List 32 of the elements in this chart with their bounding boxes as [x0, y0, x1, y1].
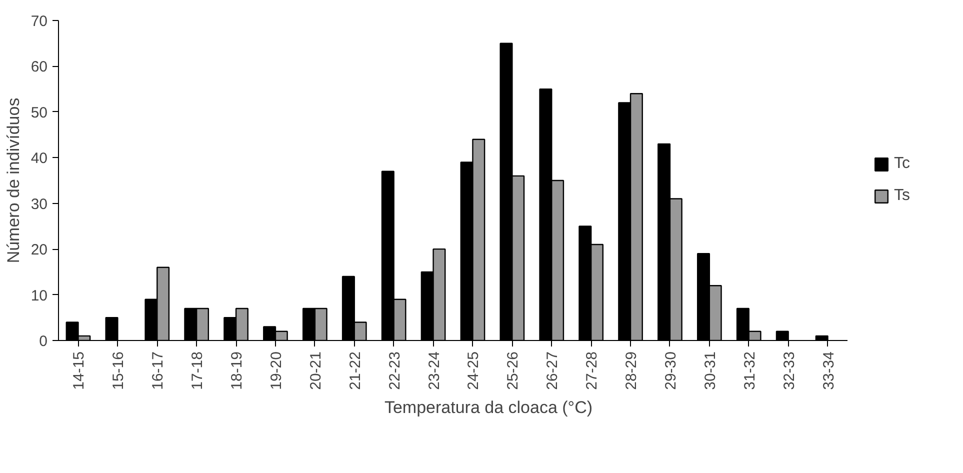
legend-label: Ts — [894, 187, 911, 205]
x-tick-label: 33-34 — [820, 351, 838, 390]
x-tick-label: 18-19 — [228, 351, 246, 390]
y-tick-label: 70 — [30, 13, 48, 30]
x-tick-label: 14-15 — [70, 351, 88, 390]
x-tick-label: 26-27 — [544, 351, 562, 390]
x-tick-label: 20-21 — [307, 351, 324, 390]
y-tick-label: 40 — [30, 150, 48, 168]
x-tick-label: 27-28 — [584, 351, 601, 390]
y-tick-label: 20 — [30, 242, 48, 259]
x-tick-label: 17-18 — [189, 351, 206, 390]
x-axis-title: Temperatura da cloaca (°C) — [384, 398, 593, 417]
x-tick-label: 23-24 — [426, 351, 443, 390]
x-tick-label: 25-26 — [504, 351, 522, 390]
x-tick-label: 31-32 — [741, 351, 758, 390]
x-tick-label: 29-30 — [662, 351, 680, 390]
y-axis-title: Número de indivíduos — [4, 98, 23, 264]
x-tick-label: 24-25 — [465, 351, 482, 390]
x-tick-label: 30-31 — [702, 351, 719, 390]
x-tick-label: 19-20 — [268, 351, 285, 390]
x-tick-label: 32-33 — [780, 351, 798, 390]
y-tick-label: 60 — [30, 58, 48, 76]
x-tick-label: 16-17 — [150, 351, 167, 390]
x-tick-label: 15-16 — [110, 351, 128, 390]
legend-label: Tc — [894, 155, 911, 173]
x-tick-label: 21-22 — [346, 351, 364, 390]
y-tick-label: 10 — [30, 287, 48, 304]
y-tick-label: 0 — [39, 333, 48, 350]
x-tick-label: 22-23 — [386, 351, 404, 390]
x-tick-label: 28-29 — [623, 351, 640, 390]
y-tick-label: 30 — [30, 196, 48, 213]
y-tick-label: 50 — [30, 104, 48, 122]
